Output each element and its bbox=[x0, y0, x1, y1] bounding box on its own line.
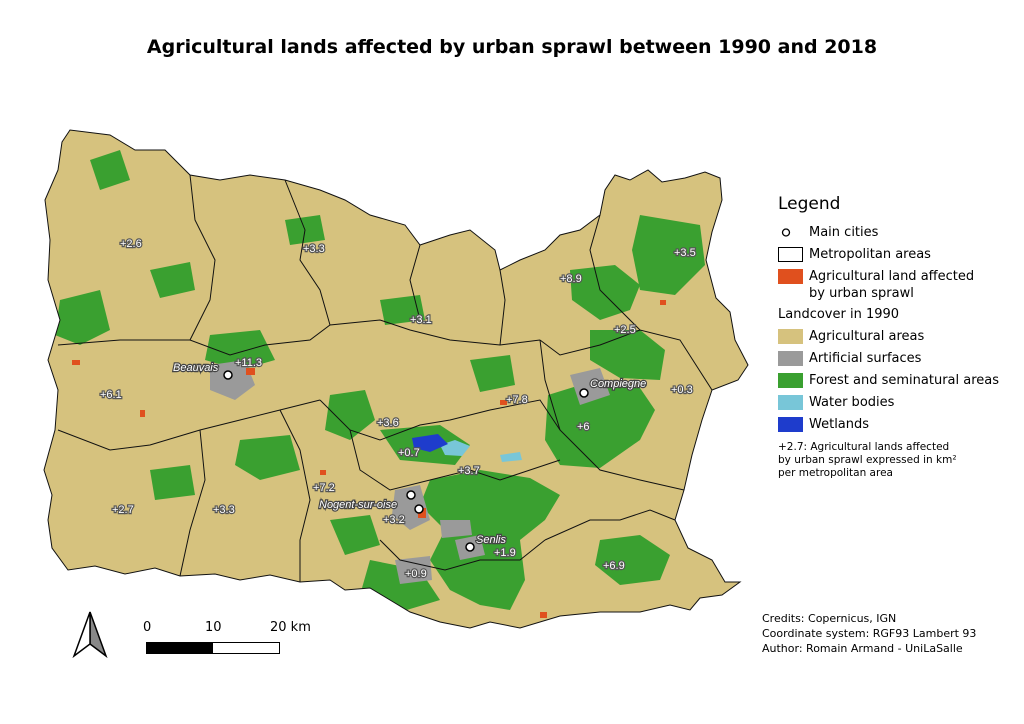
north-arrow-icon bbox=[70, 610, 110, 664]
area-value: +3.2 bbox=[383, 514, 405, 526]
metropolitan-boundaries bbox=[43, 129, 749, 629]
water-swatch bbox=[778, 395, 803, 410]
sprawl-swatch bbox=[778, 269, 803, 284]
area-value: +0.7 bbox=[398, 447, 420, 459]
forest-swatch bbox=[778, 373, 803, 388]
legend-item-main-cities: Main cities bbox=[778, 224, 1018, 241]
legend-item-agricultural: Agricultural areas bbox=[778, 328, 1018, 345]
city-label-senlis: Senlis bbox=[476, 534, 506, 546]
area-value: +0.9 bbox=[405, 568, 427, 580]
city-markers: Beauvais Compiegne Nogent-sur-oise Senli… bbox=[172, 361, 647, 552]
scale-tick-10: 10 bbox=[205, 620, 222, 635]
legend-title: Legend bbox=[778, 194, 841, 214]
area-value: +11.3 bbox=[235, 357, 262, 369]
legend-item-metro-areas: Metropolitan areas bbox=[778, 246, 1018, 263]
legend-item-artificial: Artificial surfaces bbox=[778, 350, 1018, 367]
area-value: +3.6 bbox=[377, 417, 399, 429]
scale-bar: 0 10 20 km bbox=[140, 620, 320, 660]
artificial-swatch bbox=[778, 351, 803, 366]
city-label-compiegne: Compiegne bbox=[590, 378, 646, 390]
landcover-header: Landcover in 1990 bbox=[778, 307, 900, 322]
legend-note: +2.7: Agricultural lands affected by urb… bbox=[778, 441, 957, 479]
area-value: +7.8 bbox=[506, 394, 528, 406]
area-value: +6 bbox=[577, 421, 590, 433]
city-marker-compiegne bbox=[579, 388, 589, 398]
legend-item-wetlands: Wetlands bbox=[778, 416, 1018, 433]
landcover-layer bbox=[44, 130, 748, 628]
boundary-swatch bbox=[778, 247, 803, 262]
area-value: +2.7 bbox=[112, 504, 134, 516]
area-value: +3.1 bbox=[410, 314, 432, 326]
area-value: +8.9 bbox=[560, 273, 582, 285]
legend-item-water: Water bodies bbox=[778, 394, 1018, 411]
legend: Legend Main cities Metropolitan areas Ag… bbox=[778, 194, 1018, 480]
wetlands-swatch bbox=[778, 417, 803, 432]
area-value-labels: +2.6 +3.3 +8.9 +3.5 +3.1 +2.5 +11.3 +6.1… bbox=[99, 237, 697, 581]
area-value: +3.7 bbox=[458, 465, 480, 477]
city-label-nogent: Nogent-sur-oise bbox=[319, 499, 397, 511]
area-value: +0.3 bbox=[671, 384, 693, 396]
agricultural-swatch bbox=[778, 329, 803, 344]
area-value: +3.5 bbox=[674, 247, 696, 259]
area-value: +6.1 bbox=[100, 389, 122, 401]
credits: Credits: Copernicus, IGN Coordinate syst… bbox=[762, 612, 977, 655]
city-marker-icon bbox=[778, 225, 803, 240]
scale-bar-graphic bbox=[146, 642, 280, 654]
city-marker-nogent bbox=[406, 490, 416, 500]
area-value: +6.9 bbox=[603, 560, 625, 572]
city-label-beauvais: Beauvais bbox=[173, 362, 219, 374]
city-marker-senlis bbox=[465, 542, 475, 552]
area-value: +3.3 bbox=[213, 504, 235, 516]
area-value: +2.6 bbox=[120, 238, 142, 250]
scale-tick-0: 0 bbox=[143, 620, 152, 635]
scale-tick-20: 20 km bbox=[270, 620, 311, 635]
legend-item-sprawl: Agricultural land affected by urban spra… bbox=[778, 268, 1018, 302]
city-marker-nogent-2 bbox=[414, 504, 424, 514]
legend-item-forest: Forest and seminatural areas bbox=[778, 372, 1018, 389]
area-value: +3.3 bbox=[303, 243, 325, 255]
area-value: +7.2 bbox=[313, 482, 335, 494]
area-value: +2.5 bbox=[614, 324, 636, 336]
map-title: Agricultural lands affected by urban spr… bbox=[146, 36, 878, 58]
city-marker-beauvais bbox=[223, 370, 233, 380]
area-value: +1.9 bbox=[494, 547, 516, 559]
